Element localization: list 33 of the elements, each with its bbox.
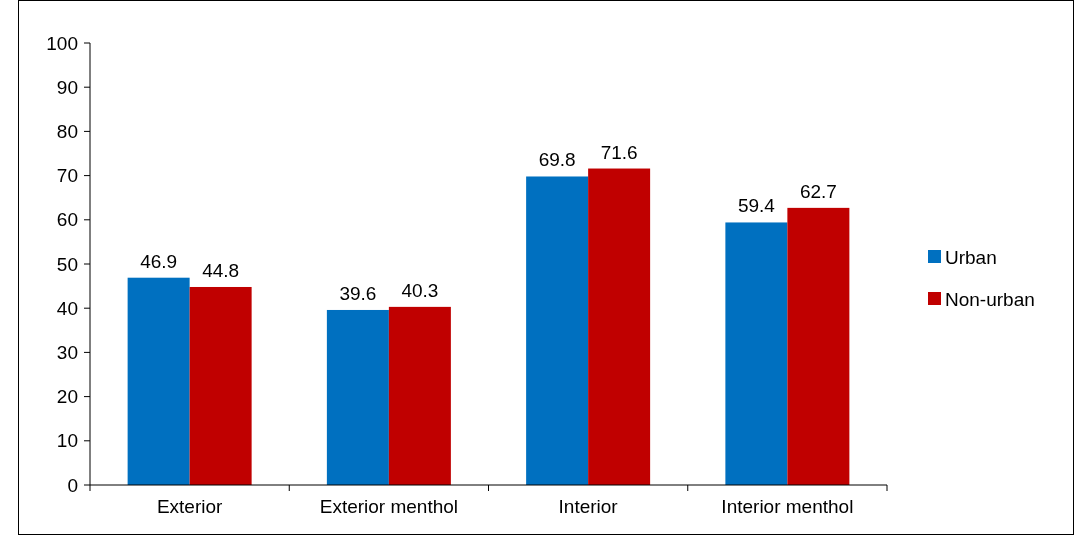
bar: [189, 286, 252, 485]
data-label: 46.9: [140, 250, 178, 272]
y-tick-label: 80: [56, 121, 78, 143]
bar: [787, 207, 850, 485]
data-label: 44.8: [202, 259, 240, 281]
data-label: 62.7: [799, 180, 837, 202]
bar: [588, 168, 651, 485]
x-tick-label: Interior: [558, 496, 619, 517]
data-label: 71.6: [600, 141, 638, 163]
y-tick-label: 40: [56, 297, 78, 319]
bar: [127, 277, 190, 485]
y-tick-label: 50: [56, 253, 78, 275]
x-tick-label: Exterior menthol: [319, 496, 459, 517]
bar: [326, 309, 389, 485]
bar: [388, 306, 451, 485]
x-tick-label: Exterior: [156, 496, 224, 517]
bar: [526, 176, 589, 485]
legend-label: Urban: [945, 246, 997, 268]
y-tick-label: 90: [56, 76, 78, 98]
y-tick-label: 70: [56, 165, 78, 187]
data-label: 40.3: [401, 279, 439, 301]
data-label: 39.6: [339, 282, 377, 304]
y-tick-label: 0: [67, 474, 78, 496]
y-tick-label: 30: [56, 342, 78, 364]
legend-label: Non-urban: [945, 288, 1035, 310]
bar: [725, 222, 788, 485]
data-label: 59.4: [737, 195, 776, 217]
y-tick-label: 100: [46, 32, 78, 54]
data-label: 69.8: [538, 149, 576, 171]
x-tick-label: Interior menthol: [721, 496, 854, 517]
y-tick-label: 60: [56, 209, 78, 231]
y-tick-label: 20: [56, 386, 78, 408]
y-tick-label: 10: [56, 430, 78, 452]
